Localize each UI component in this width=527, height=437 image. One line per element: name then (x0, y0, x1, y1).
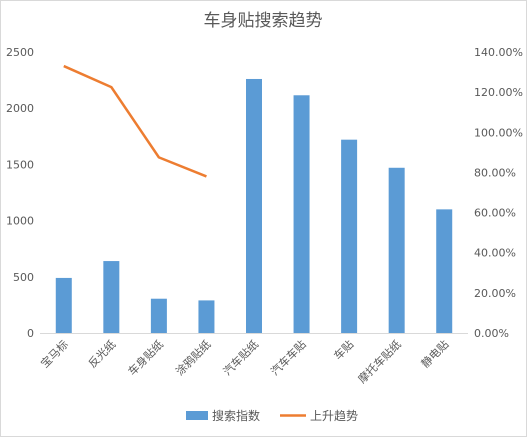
category-labels: 宝马标 反光纸 车身贴纸 涂鸦贴纸 汽车贴纸 汽车车贴 车贴 摩托车贴纸 静电贴 (38, 337, 452, 386)
right-axis: 0.00% 20.00% 40.00% 60.00% 80.00% 100.00% 120.… (474, 46, 523, 340)
bar (103, 261, 120, 333)
bar (150, 298, 167, 333)
bar-series (55, 78, 453, 333)
category-label: 汽车贴纸 (220, 337, 261, 378)
bar (436, 209, 453, 333)
legend-line-label: 上升趋势 (310, 409, 358, 423)
category-label: 宝马标 (38, 337, 71, 370)
bar (293, 95, 310, 333)
line-series (63, 64, 207, 178)
right-tick-label: 120.00% (474, 86, 523, 99)
legend-bar-label: 搜索指数 (212, 408, 260, 423)
category-label: 汽车车贴 (268, 337, 309, 378)
left-axis: 0 500 1000 1500 2000 2500 (6, 46, 34, 340)
right-tick-label: 0.00% (474, 327, 509, 340)
legend-bar-swatch (186, 411, 208, 420)
trend-line (63, 64, 207, 178)
left-tick-label: 1500 (6, 158, 34, 171)
right-tick-label: 100.00% (474, 126, 523, 139)
left-tick-label: 2500 (6, 46, 34, 59)
chart-title: 车身贴搜索趋势 (204, 11, 323, 31)
left-tick-label: 2000 (6, 102, 34, 115)
right-tick-label: 60.00% (474, 207, 516, 220)
left-tick-label: 500 (13, 271, 34, 284)
bar (246, 78, 262, 333)
category-label: 反光纸 (85, 337, 118, 370)
category-label: 涂鸦贴纸 (173, 337, 214, 378)
right-tick-label: 40.00% (474, 247, 516, 260)
category-label: 静电贴 (418, 337, 451, 370)
right-tick-label: 80.00% (474, 166, 516, 179)
category-label: 车身贴纸 (125, 337, 166, 378)
left-tick-label: 0 (27, 327, 34, 340)
category-label: 摩托车贴纸 (355, 337, 404, 386)
legend: 搜索指数 上升趋势 (186, 408, 358, 423)
bar (198, 300, 215, 333)
bar (55, 277, 72, 333)
right-tick-label: 140.00% (474, 46, 523, 59)
left-tick-label: 1000 (6, 215, 34, 228)
bar (388, 167, 405, 333)
category-label: 车贴 (331, 337, 356, 362)
right-tick-label: 20.00% (474, 287, 516, 300)
bar (341, 139, 358, 333)
